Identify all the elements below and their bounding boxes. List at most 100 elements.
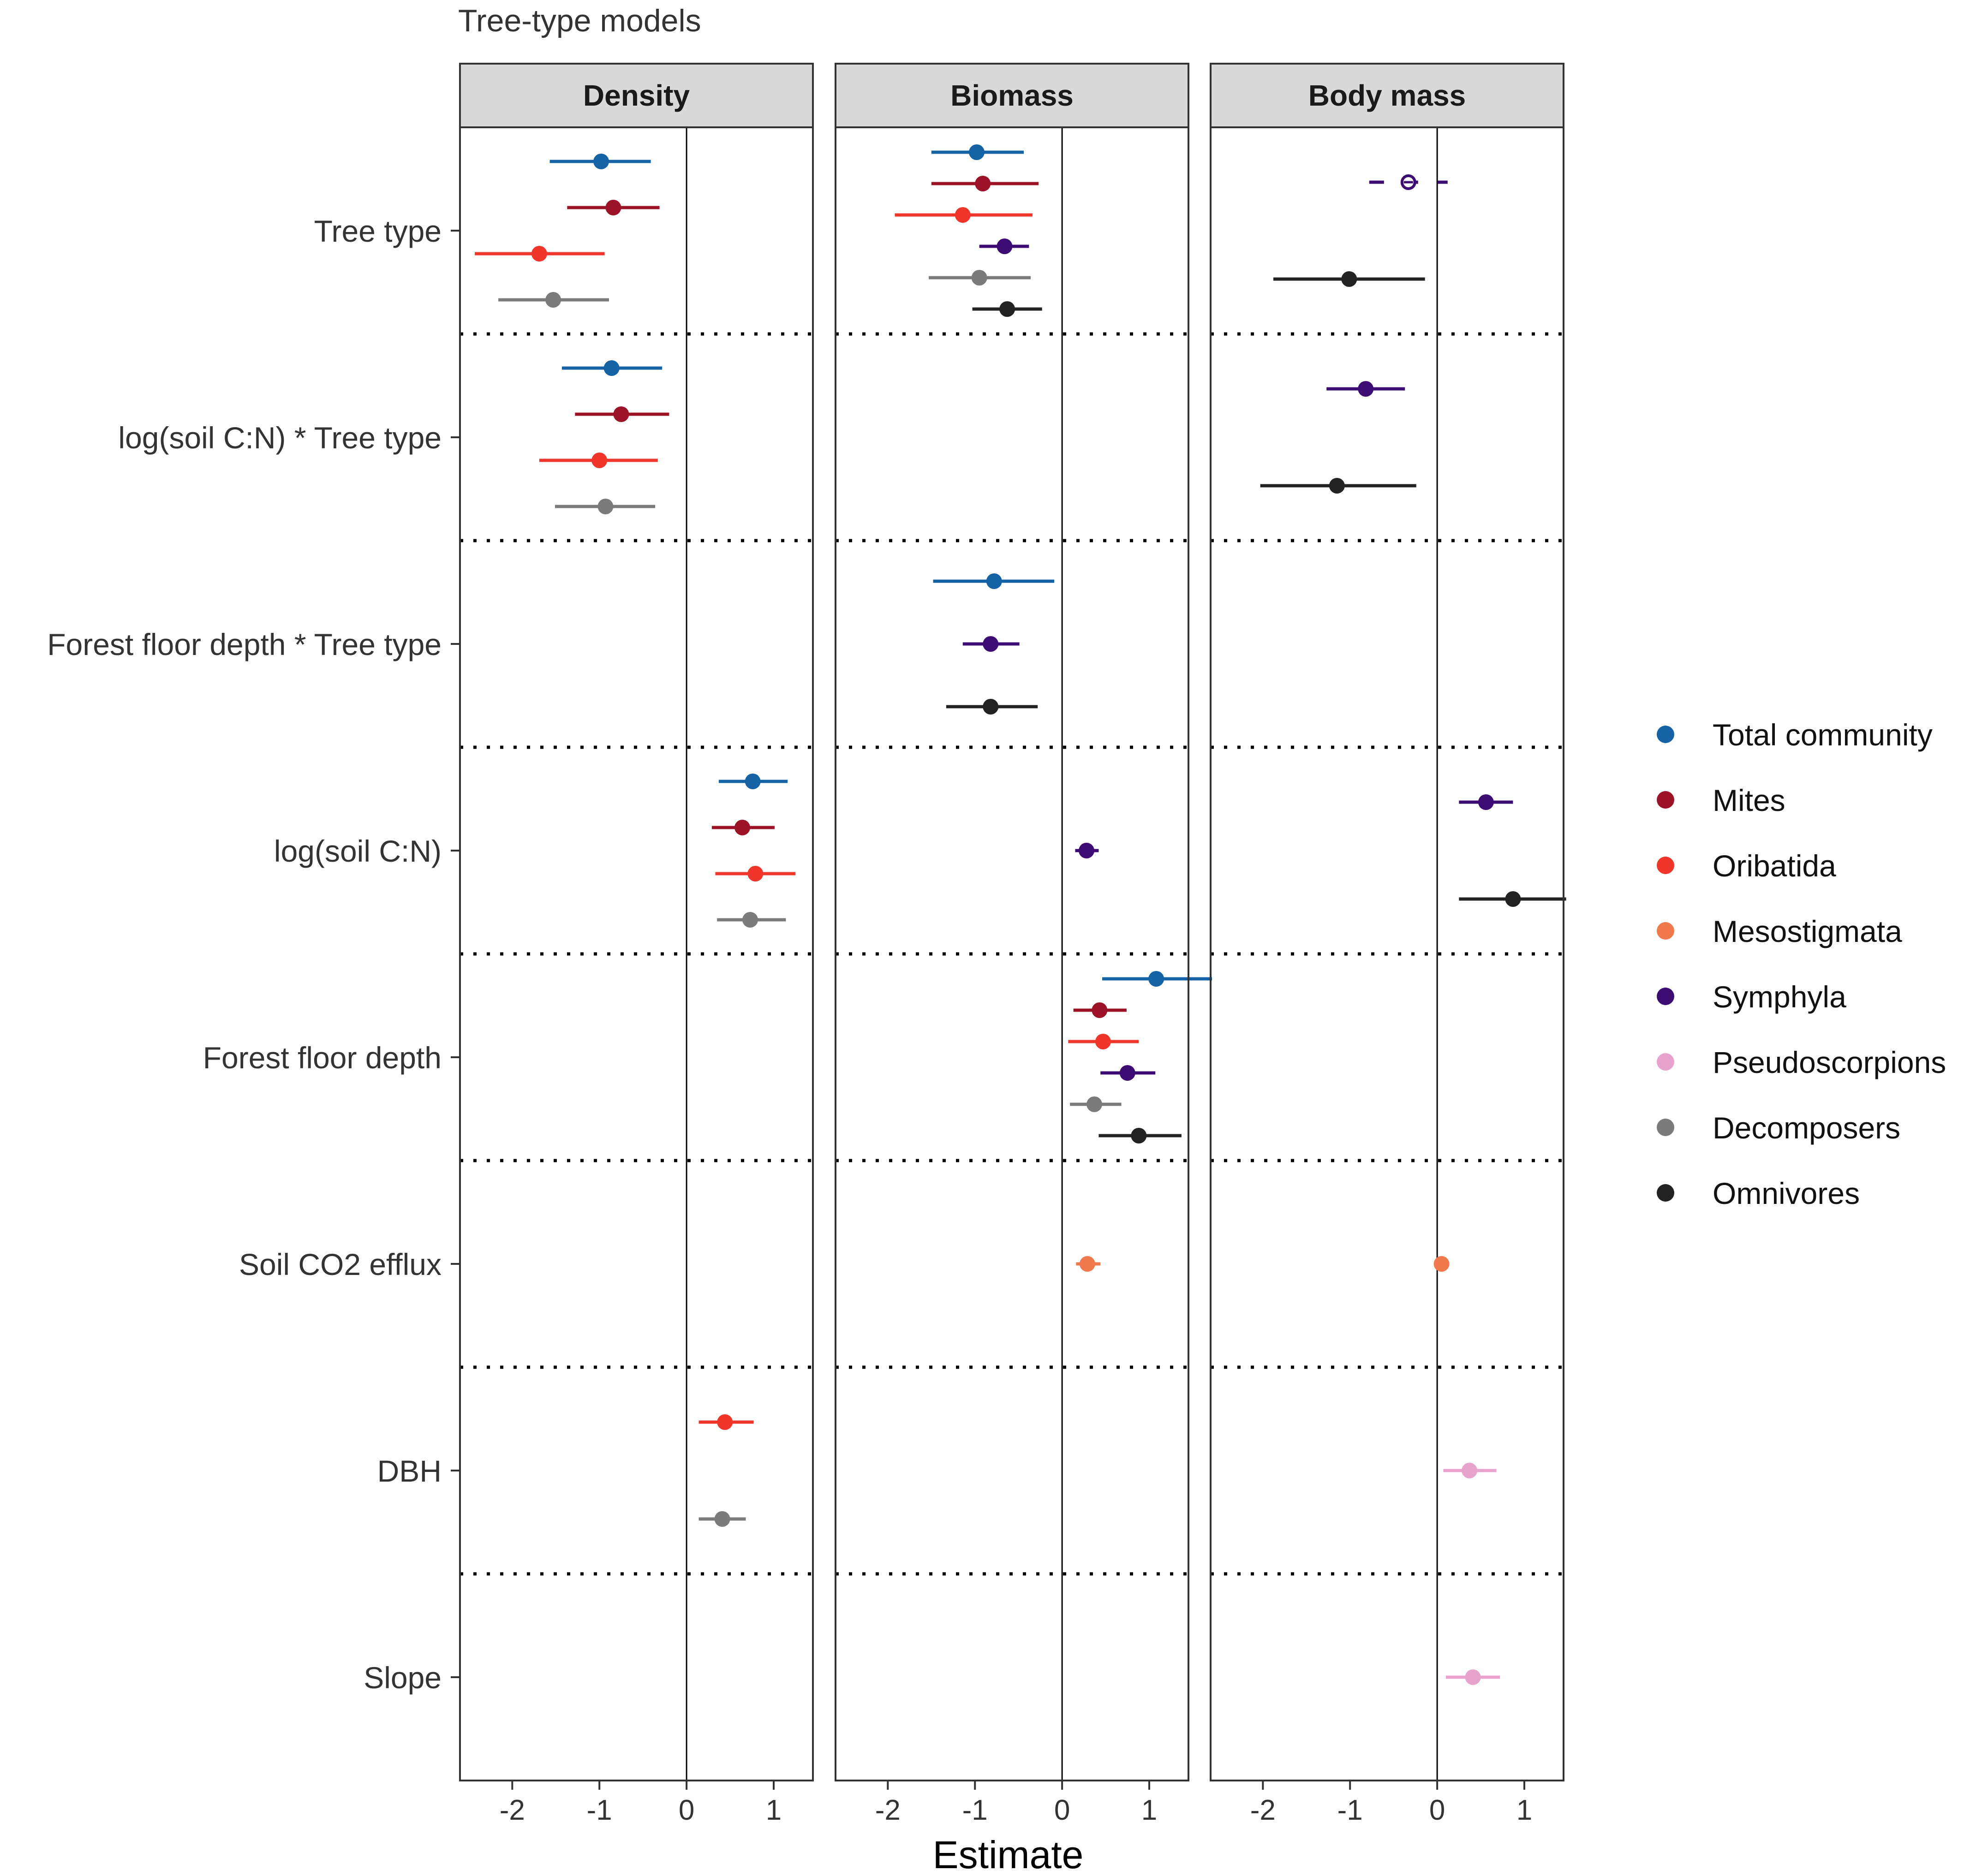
estimate-decomposers [698,1511,746,1527]
point-estimate [1119,1065,1135,1081]
point-estimate [1462,1463,1477,1478]
legend-swatch [1657,1053,1674,1071]
estimate-oribatida [475,246,605,262]
panel-border [1210,126,1564,1781]
point-estimate [531,246,547,262]
estimate-total-community [933,573,1055,589]
point-estimate [1505,891,1521,907]
estimate-oribatida [539,453,658,468]
panel-title: Body mass [1308,79,1466,112]
legend-item-pseudoscorpions: Pseudoscorpions [1657,1045,1946,1079]
panel-density: Density -2 -1 0 1 [459,63,814,1826]
estimate-decomposers [717,912,786,928]
estimate-pseudoscorpions [1446,1669,1500,1685]
legend-swatch [1657,726,1674,743]
estimate-omnivores [1260,478,1416,494]
estimate-oribatida [698,1414,754,1430]
estimate-mites [575,406,669,422]
estimate-symphyla [1075,843,1099,858]
point-estimate [714,1511,730,1527]
estimate-symphyla [1326,381,1405,397]
point-estimate [1079,1256,1095,1272]
point-estimate [597,499,614,514]
y-axis: Tree type log(soil C:N) * Tree type Forest… [47,214,460,1695]
legend-label: Mesostigmata [1713,914,1902,948]
estimate-decomposers [1070,1096,1122,1112]
point-estimate [999,301,1015,317]
legend-swatch [1657,922,1674,940]
x-axis-title: Estimate [933,1833,1084,1876]
estimate-mites [1073,1002,1127,1018]
estimate-symphyla [1369,174,1448,190]
x-tick-label: 1 [766,1794,782,1826]
panel-body-mass: Body mass -2 -1 0 1 [1210,63,1566,1826]
point-estimate [969,144,985,160]
y-tick-label: Soil CO2 efflux [239,1247,442,1281]
point-estimate [591,453,608,468]
legend-label: Omnivores [1713,1176,1860,1210]
panel-title: Biomass [950,79,1074,112]
estimate-pseudoscorpions [1443,1463,1497,1478]
estimate-total-community [1102,971,1212,987]
x-tick-label: -2 [875,1794,901,1826]
estimate-mites [931,176,1039,191]
estimate-decomposers [555,499,656,514]
estimate-oribatida [1068,1034,1139,1049]
point-estimate [1329,478,1345,494]
panel-border [459,126,814,1781]
point-estimate [971,270,987,286]
legend-swatch [1657,857,1674,874]
point-estimate [605,200,621,215]
point-estimate [613,406,629,422]
point-estimate [1148,971,1164,987]
estimate-oribatida [895,207,1033,223]
x-tick-label: -1 [1337,1794,1363,1826]
legend-item-mesostigmata: Mesostigmata [1657,914,1902,948]
x-tick-label: 0 [679,1794,694,1826]
legend-label: Oribatida [1713,849,1836,883]
x-tick-label: -1 [587,1794,612,1826]
estimate-mesostigmata [1433,1256,1450,1272]
point-estimate [955,207,971,223]
x-tick-label: 0 [1054,1794,1070,1826]
y-tick-label: Tree type [314,214,442,248]
point-estimate [734,820,750,835]
estimate-mites [711,820,775,835]
point-estimate [1131,1128,1147,1143]
x-tick-label: 1 [1141,1794,1157,1826]
point-estimate [986,573,1002,589]
legend-item-symphyla: Symphyla [1657,980,1846,1014]
legend-item-decomposers: Decomposers [1657,1111,1900,1145]
point-estimate [975,176,991,191]
estimate-oribatida [715,866,796,881]
panel-biomass: Biomass -2 -1 0 1 [835,63,1212,1826]
legend-label: Total community [1713,718,1933,752]
point-estimate [1095,1034,1111,1049]
legend-label: Decomposers [1713,1111,1900,1145]
point-estimate [717,1414,733,1430]
panel-title: Density [583,79,690,112]
estimate-mesostigmata [1076,1256,1101,1272]
chart-title: Tree-type models [458,3,701,38]
estimate-omnivores [1273,271,1425,287]
y-tick-label: Forest floor depth * Tree type [47,627,442,661]
point-estimate [747,866,764,881]
estimate-omnivores [1098,1128,1182,1143]
point-estimate [545,292,561,308]
estimate-total-community [719,774,788,789]
x-tick-label: -2 [500,1794,525,1826]
x-axis: -2 -1 0 1 [500,1781,782,1826]
estimate-omnivores [972,301,1042,317]
x-tick-label: 1 [1516,1794,1532,1826]
estimate-mites [567,200,660,215]
panel-strip [459,63,814,128]
y-tick-label: log(soil C:N) * Tree type [118,421,442,455]
point-estimate [593,154,609,169]
x-axis: -2 -1 0 1 [1250,1781,1532,1826]
legend-label: Pseudoscorpions [1713,1045,1946,1079]
legend-label: Symphyla [1713,980,1846,1014]
estimate-omnivores [946,699,1038,715]
point-estimate [983,636,999,652]
point-estimate [603,360,620,376]
x-axis: -2 -1 0 1 [875,1781,1157,1826]
